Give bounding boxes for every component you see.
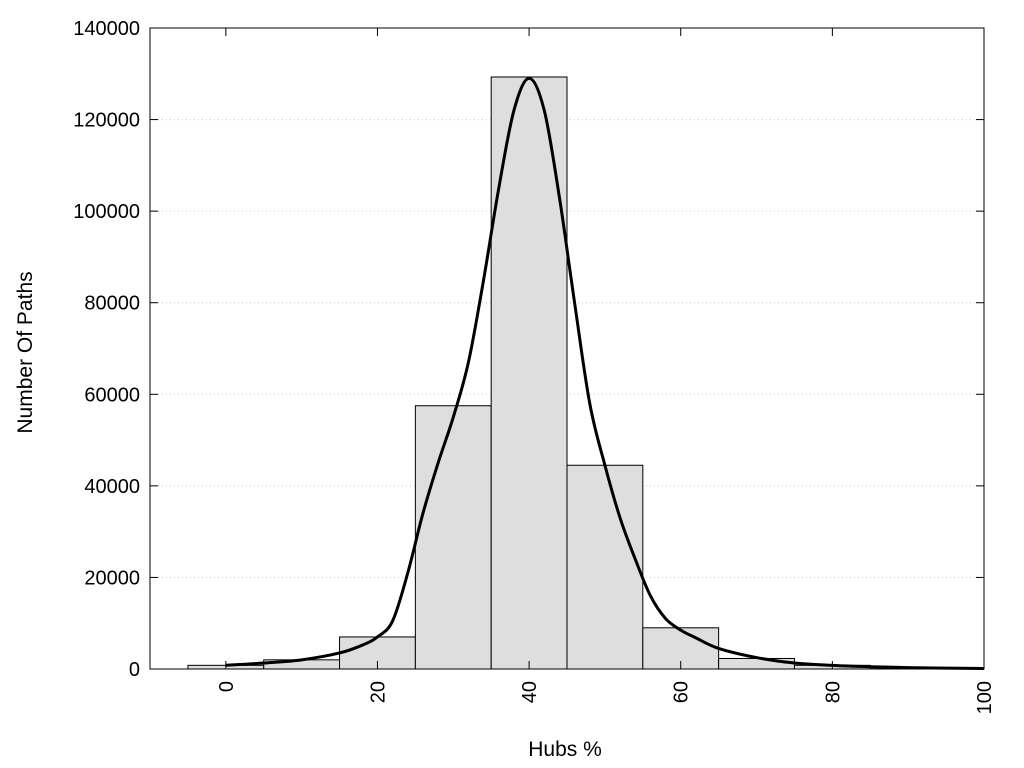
y-axis-ticks: 0 20000 40000 60000 80000 100000 120000 140000 (73, 18, 984, 681)
y-tick-label: 20000 (84, 567, 140, 589)
y-tick-label: 120000 (73, 110, 140, 132)
y-axis-label: Number Of Paths (14, 271, 37, 433)
x-tick-label: 60 (671, 681, 693, 703)
y-tick-label: 80000 (84, 293, 140, 315)
histogram-bar (718, 657, 795, 670)
density-curve (225, 76, 985, 671)
x-tick-label: 20 (367, 681, 389, 703)
y-tick-label: 140000 (73, 18, 140, 40)
density-curve-line (225, 76, 985, 671)
y-tick-label: 60000 (84, 384, 140, 406)
x-tick-label: 40 (519, 681, 541, 703)
y-tick-label: 100000 (73, 201, 140, 223)
x-tick-label: 100 (974, 681, 996, 714)
plot-frame (149, 27, 985, 670)
x-tick-label: 0 (216, 681, 238, 692)
x-axis-ticks: 0 20 40 60 80 100 (216, 28, 996, 714)
histogram-bar (566, 464, 644, 670)
histogram-bar (414, 405, 492, 670)
x-tick-label: 80 (822, 681, 844, 703)
histogram-bar (490, 76, 568, 670)
y-tick-label: 40000 (84, 476, 140, 498)
y-tick-label: 0 (129, 659, 140, 681)
x-axis-label: Hubs % (528, 738, 602, 761)
